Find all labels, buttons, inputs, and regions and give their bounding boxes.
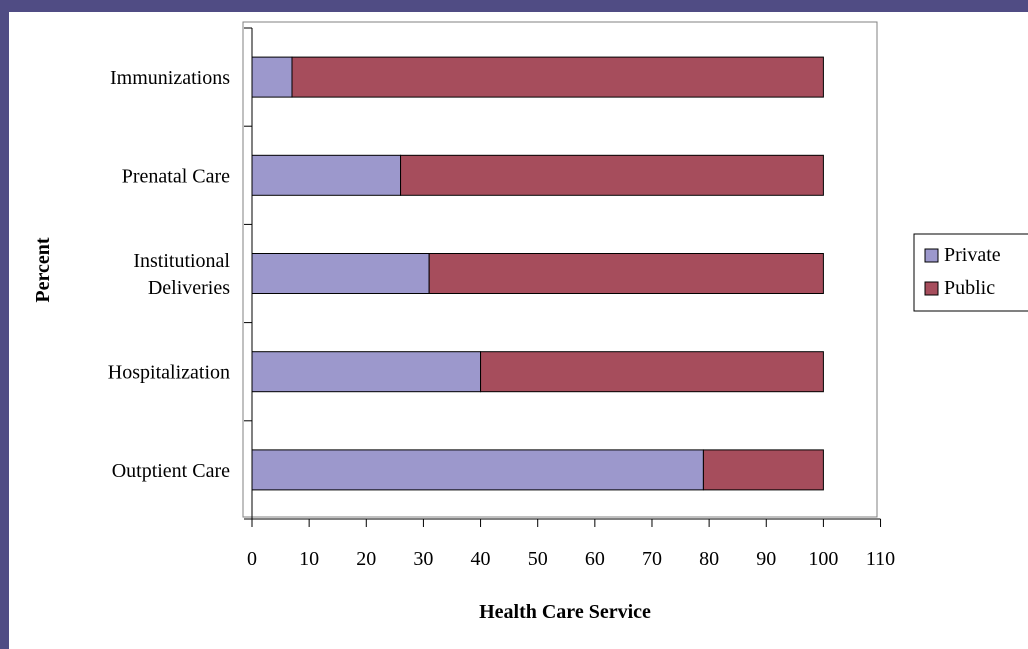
x-tick-label: 70: [642, 548, 662, 570]
axes-group: Immunizations Prenatal Care Institutional D…: [108, 27, 895, 570]
x-axis-title: Health Care Service: [479, 601, 651, 623]
bar-private-2: [251, 154, 402, 196]
bar-public-5: [702, 449, 824, 491]
plot-area: [242, 21, 878, 518]
x-tick-label: 90: [756, 548, 776, 570]
category-label-3-line-1: Institutional: [133, 250, 230, 272]
x-tick-label: 10: [299, 548, 319, 570]
legend-box: [913, 233, 1028, 312]
chart-panel: Immunizations Prenatal Care Institutional D…: [9, 12, 1028, 649]
x-tick-label: 110: [866, 548, 895, 570]
bar-public-2: [400, 154, 824, 196]
legend: Private Public: [913, 233, 1028, 312]
legend-swatch-public: [924, 281, 939, 296]
category-label-2: Prenatal Care: [122, 165, 230, 187]
category-label-3-line-2: Deliveries: [148, 277, 230, 299]
legend-label-public: Public: [944, 277, 995, 299]
x-tick-label: 20: [356, 548, 376, 570]
bar-public-1: [291, 56, 824, 98]
x-tick-label: 80: [699, 548, 719, 570]
y-axis-title: Percent: [32, 237, 54, 302]
x-tick-label: 30: [413, 548, 433, 570]
bar-private-5: [251, 449, 704, 491]
category-label-5: Outptient Care: [112, 460, 230, 482]
x-tick-label: 100: [808, 548, 838, 570]
bars-group: [251, 56, 824, 491]
bar-public-3: [428, 253, 824, 294]
x-tick-label: 60: [585, 548, 605, 570]
x-tick-label: 40: [471, 548, 491, 570]
legend-label-private: Private: [944, 244, 1001, 266]
x-tick-label: 0: [247, 548, 257, 570]
category-label-1: Immunizations: [110, 67, 230, 89]
x-tick-label: 50: [528, 548, 548, 570]
stacked-bar-chart: Immunizations Prenatal Care Institutional D…: [32, 21, 1028, 623]
category-label-4: Hospitalization: [108, 362, 230, 384]
bar-private-3: [251, 253, 430, 294]
bar-private-4: [251, 351, 482, 393]
bar-private-1: [251, 56, 293, 98]
bar-public-4: [480, 351, 824, 393]
legend-swatch-private: [924, 248, 939, 263]
